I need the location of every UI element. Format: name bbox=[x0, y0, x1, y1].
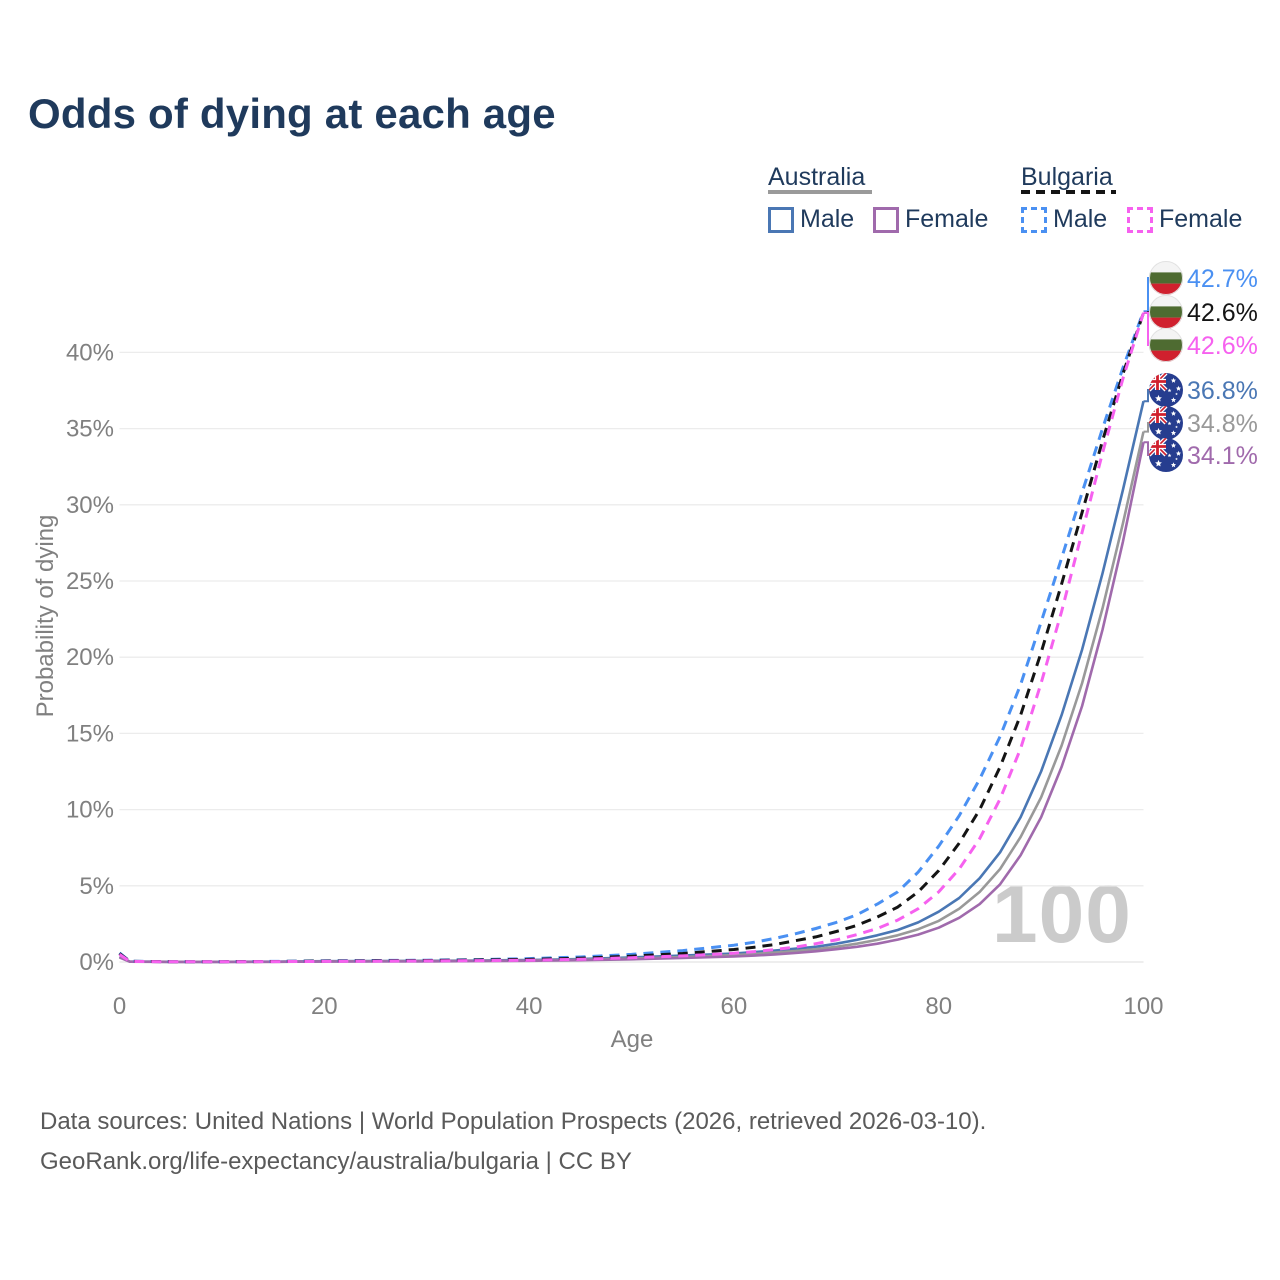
legend-swatch-australia-female[interactable] bbox=[873, 206, 899, 233]
x-tick-label: 20 bbox=[311, 993, 338, 1020]
page-title: Odds of dying at each age bbox=[28, 90, 556, 137]
y-axis-title: Probability of dying bbox=[32, 514, 59, 718]
legend-swatch-bulgaria-male[interactable] bbox=[1021, 206, 1047, 233]
bulgaria-flag-icon bbox=[1149, 261, 1183, 295]
y-tick-label: 35% bbox=[66, 416, 114, 443]
x-tick-label: 80 bbox=[925, 993, 952, 1020]
legend-item-australia-male[interactable]: Male bbox=[768, 205, 854, 234]
data-source-note: Data sources: United Nations | World Pop… bbox=[40, 1108, 987, 1135]
y-tick-label: 40% bbox=[66, 339, 114, 366]
legend-group-australia: Australia bbox=[768, 163, 866, 191]
australia-flag-icon bbox=[1149, 373, 1183, 407]
x-tick-label: 40 bbox=[516, 993, 543, 1020]
attribution-link[interactable]: GeoRank.org/life-expectancy/australia/bu… bbox=[40, 1148, 632, 1175]
legend-swatch-australia-male[interactable] bbox=[768, 206, 794, 233]
y-tick-label: 5% bbox=[79, 873, 114, 900]
legend-group-bulgaria: Bulgaria bbox=[1021, 163, 1113, 191]
y-tick-label: 10% bbox=[66, 797, 114, 824]
legend-label: Male bbox=[800, 205, 855, 233]
age-counter-watermark: 100 bbox=[992, 869, 1132, 960]
line-bulgaria-female bbox=[118, 312, 1145, 964]
y-tick-label: 30% bbox=[66, 492, 114, 519]
x-axis-title: Age bbox=[610, 1026, 654, 1053]
x-tick-label: 0 bbox=[113, 993, 126, 1020]
end-value-label-australia-female: 34.1% bbox=[1187, 442, 1258, 470]
legend-item-bulgaria-male[interactable]: Male bbox=[1021, 205, 1107, 234]
legend-label: Female bbox=[905, 205, 989, 233]
y-tick-label: 0% bbox=[79, 949, 114, 976]
line-australia-male bbox=[118, 400, 1145, 964]
legend-swatch-bulgaria-female[interactable] bbox=[1127, 206, 1153, 233]
y-tick-label: 25% bbox=[66, 568, 114, 595]
y-tick-label: 20% bbox=[66, 644, 114, 671]
line-australia-female bbox=[118, 442, 1145, 964]
x-tick-label: 100 bbox=[1123, 993, 1163, 1020]
end-value-label-australia-male: 36.8% bbox=[1187, 377, 1258, 405]
end-value-label-bulgaria-female: 42.6% bbox=[1187, 332, 1258, 360]
legend-underline-australia bbox=[768, 190, 872, 194]
y-tick-label: 15% bbox=[66, 720, 114, 747]
line-bulgaria-total bbox=[118, 312, 1145, 964]
x-tick-label: 60 bbox=[721, 993, 748, 1020]
end-value-label-australia-total: 34.8% bbox=[1187, 410, 1258, 438]
end-value-label-bulgaria-total: 42.6% bbox=[1187, 299, 1258, 327]
legend-label: Male bbox=[1053, 205, 1108, 233]
line-australia-total bbox=[118, 431, 1145, 964]
australia-flag-icon bbox=[1149, 438, 1183, 472]
legend-underline-bulgaria bbox=[1021, 190, 1116, 194]
legend-label: Female bbox=[1159, 205, 1243, 233]
australia-flag-icon bbox=[1149, 406, 1183, 440]
bulgaria-flag-icon bbox=[1149, 295, 1183, 329]
end-value-label-bulgaria-male: 42.7% bbox=[1187, 265, 1258, 293]
legend-item-australia-female[interactable]: Female bbox=[873, 205, 988, 234]
bulgaria-flag-icon bbox=[1149, 328, 1183, 362]
legend-item-bulgaria-female[interactable]: Female bbox=[1127, 205, 1242, 234]
